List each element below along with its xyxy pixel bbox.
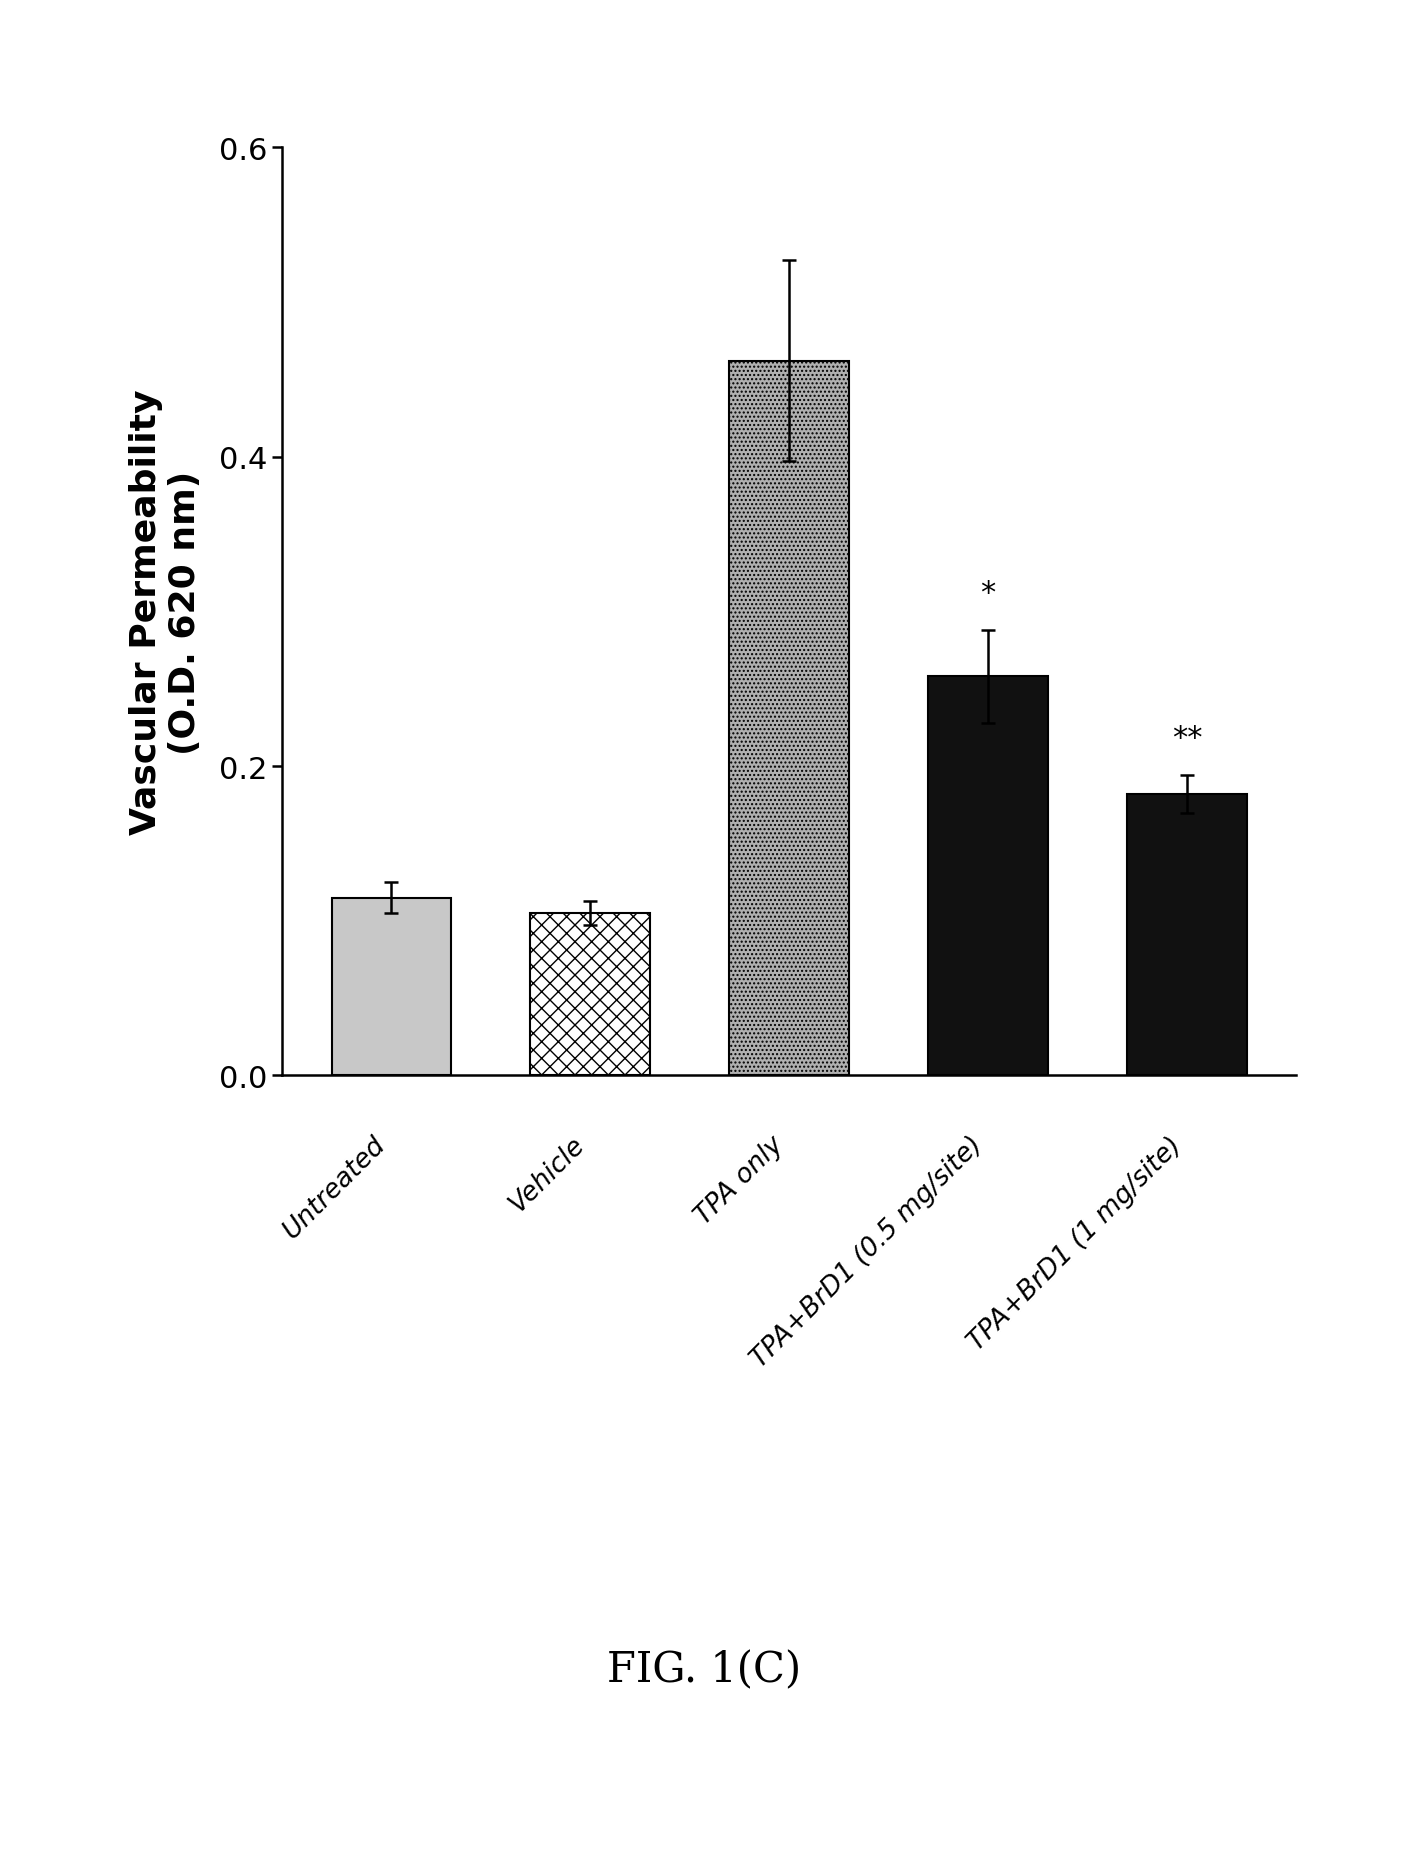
Bar <box>929 677 1048 1076</box>
Text: TPA only: TPA only <box>690 1132 789 1230</box>
Bar <box>530 913 650 1076</box>
Text: TPA+BrD1 (1 mg/site): TPA+BrD1 (1 mg/site) <box>964 1132 1186 1354</box>
Bar <box>1127 794 1247 1076</box>
Text: FIG. 1(C): FIG. 1(C) <box>607 1649 802 1690</box>
Y-axis label: Vascular Permeability
(O.D. 620 nm): Vascular Permeability (O.D. 620 nm) <box>128 390 201 835</box>
Text: *: * <box>981 579 996 607</box>
Text: **: ** <box>1172 723 1202 753</box>
Text: Untreated: Untreated <box>279 1132 392 1245</box>
Bar <box>730 362 848 1076</box>
Bar <box>331 898 451 1076</box>
Text: Vehicle: Vehicle <box>504 1132 590 1217</box>
Text: TPA+BrD1 (0.5 mg/site): TPA+BrD1 (0.5 mg/site) <box>747 1132 988 1373</box>
